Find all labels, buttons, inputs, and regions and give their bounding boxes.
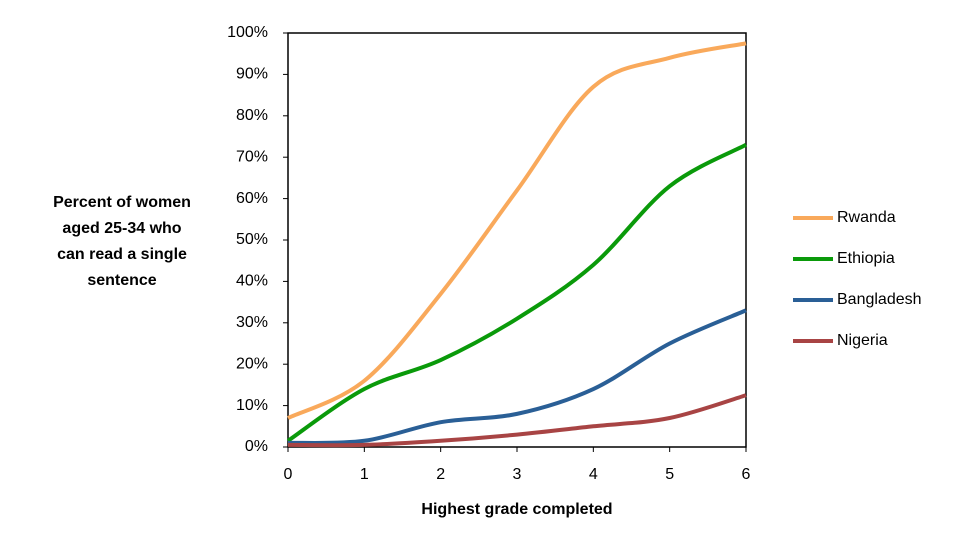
y-axis-label: sentence <box>87 272 156 289</box>
y-tick-label: 50% <box>236 231 268 248</box>
x-tick-label: 5 <box>665 466 674 483</box>
x-tick-label: 6 <box>742 466 751 483</box>
y-axis-label: Percent of women <box>53 194 191 211</box>
x-tick-label: 2 <box>436 466 445 483</box>
y-tick-label: 30% <box>236 314 268 331</box>
series-line <box>287 393 747 448</box>
y-tick-label: 10% <box>236 397 268 414</box>
x-tick-label: 4 <box>589 466 598 483</box>
y-tick-label: 90% <box>236 66 268 83</box>
series-line <box>287 308 747 445</box>
y-tick-label: 20% <box>236 355 268 372</box>
x-tick-label: 3 <box>513 466 522 483</box>
legend-label: Ethiopia <box>837 250 895 267</box>
x-tick-label: 0 <box>284 466 293 483</box>
y-tick-label: 60% <box>236 190 268 207</box>
y-tick-label: 40% <box>236 273 268 290</box>
series-line <box>287 41 747 420</box>
y-axis-label: aged 25-34 who <box>62 220 181 237</box>
y-tick-label: 80% <box>236 107 268 124</box>
x-tick-label: 1 <box>360 466 369 483</box>
legend-label: Rwanda <box>837 209 896 226</box>
y-tick-label: 100% <box>227 24 268 41</box>
x-axis-label: Highest grade completed <box>421 501 612 518</box>
legend-label: Bangladesh <box>837 291 922 308</box>
y-tick-label: 0% <box>245 438 268 455</box>
y-axis-label: can read a single <box>57 246 187 263</box>
y-tick-label: 70% <box>236 148 268 165</box>
legend-label: Nigeria <box>837 332 888 349</box>
series-line <box>286 143 747 443</box>
